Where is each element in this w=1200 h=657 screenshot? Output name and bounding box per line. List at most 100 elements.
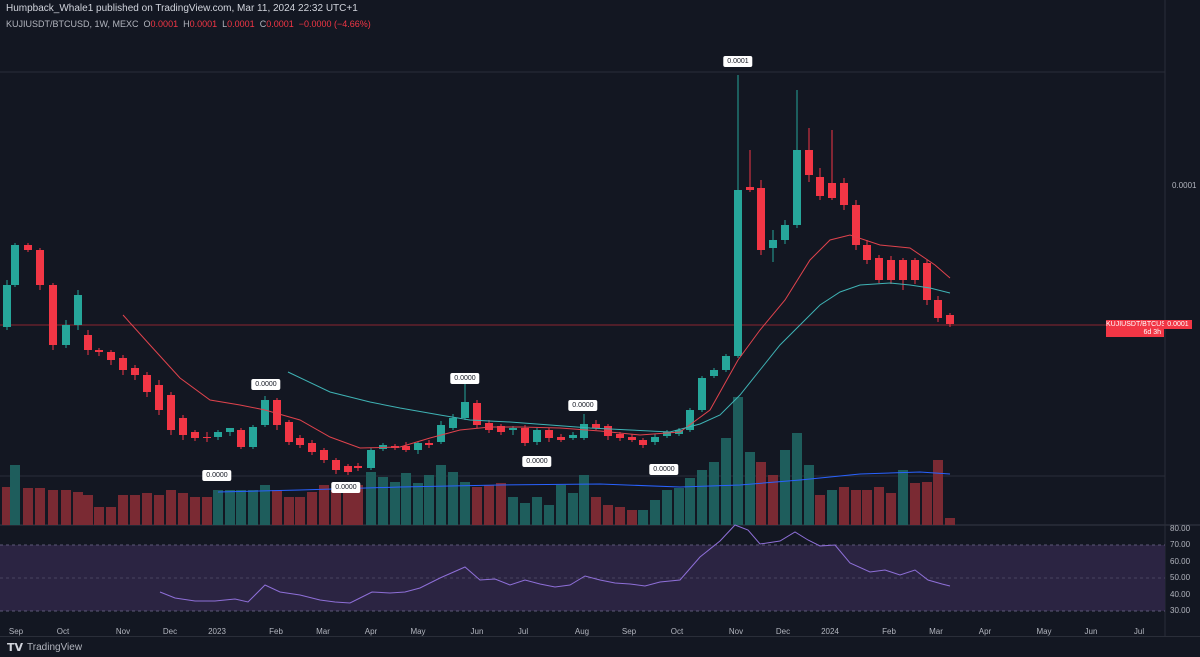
volume-bar	[851, 490, 861, 525]
rsi-axis-label: 70.00	[1170, 540, 1191, 549]
candle-body	[663, 432, 671, 436]
volume-bar	[331, 490, 341, 525]
rsi-axis-label: 60.00	[1170, 557, 1191, 566]
volume-bar	[353, 485, 363, 525]
volume-bar	[236, 490, 246, 525]
volume-bar	[343, 490, 353, 525]
volume-bar	[202, 497, 212, 525]
volume-bar	[827, 490, 837, 525]
time-axis-label: Feb	[269, 627, 283, 636]
volume-bar	[413, 483, 423, 525]
time-axis-label: Mar	[316, 627, 330, 636]
candle-body	[285, 422, 293, 442]
change-value: −0.0000 (−4.66%)	[298, 19, 371, 29]
candle-body	[698, 378, 706, 410]
price-callout: 0.0000	[202, 470, 232, 481]
candle-body	[485, 423, 493, 430]
volume-bar	[650, 500, 660, 525]
volume-bar	[579, 475, 589, 525]
volume-bar	[697, 470, 707, 525]
candle-body	[143, 375, 151, 392]
candle-body	[710, 370, 718, 376]
volume-bar	[166, 490, 176, 525]
high-label: H	[183, 19, 190, 29]
candle-body	[497, 426, 505, 432]
close-value: 0.0001	[266, 19, 294, 29]
candle-body	[509, 428, 517, 430]
volume-bar	[815, 495, 825, 525]
publish-header: Humpback_Whale1 published on TradingView…	[0, 0, 1200, 18]
price-tag-symbol: KUJIUSDT/BTCUSD	[1106, 321, 1171, 328]
volume-bar	[627, 510, 637, 525]
price-callout: 0.0000	[649, 464, 679, 475]
candle-body	[24, 245, 32, 250]
candle-body	[722, 356, 730, 370]
volume-bar	[401, 473, 411, 525]
tradingview-brand[interactable]: TV TradingView	[7, 641, 82, 654]
time-axis-label: 2023	[208, 627, 226, 636]
volume-bar	[319, 485, 329, 525]
candle-body	[11, 245, 19, 285]
low-value: 0.0001	[227, 19, 255, 29]
candle-body	[273, 400, 281, 425]
candle-body	[580, 424, 588, 438]
time-axis-label: 2024	[821, 627, 839, 636]
candle-body	[155, 385, 163, 410]
volume-bar	[460, 482, 470, 525]
volume-bar	[260, 485, 270, 525]
volume-bar	[130, 495, 140, 525]
volume-bar	[178, 493, 188, 525]
rsi-axis-label: 30.00	[1170, 606, 1191, 615]
price-chart[interactable]	[0, 0, 1200, 636]
price-callout: 0.0000	[450, 373, 480, 384]
candle-body	[757, 188, 765, 250]
time-axis-label: Apr	[364, 627, 378, 636]
candle-body	[651, 437, 659, 442]
volume-bar	[106, 507, 116, 525]
high-value: 0.0001	[189, 19, 218, 29]
candle-body	[923, 263, 931, 300]
candle-body	[734, 190, 742, 356]
candle-body	[107, 352, 115, 360]
candle-body	[203, 437, 211, 438]
volume-bar	[591, 497, 601, 525]
open-value: 0.0001	[150, 19, 179, 29]
volume-bar	[922, 482, 932, 525]
open-label: O	[143, 19, 151, 29]
candle-body	[354, 466, 362, 468]
candle-body	[344, 466, 352, 472]
time-axis-label: Aug	[574, 627, 590, 636]
volume-bar	[94, 507, 104, 525]
candle-body	[769, 240, 777, 248]
candle-body	[628, 437, 636, 440]
volume-bar	[248, 490, 258, 525]
close-label: C	[259, 19, 267, 29]
volume-bar	[118, 495, 128, 525]
price-callout: 0.0000	[568, 400, 598, 411]
volume-bar	[496, 483, 506, 525]
candle-body	[36, 250, 44, 285]
time-axis-label: May	[1036, 627, 1052, 636]
volume-bar	[284, 497, 294, 525]
volume-bar	[520, 503, 530, 525]
volume-bar	[213, 490, 223, 525]
candle-body	[746, 187, 754, 190]
symbol-info[interactable]: KUJIUSDT/BTCUSD, 1W, MEXC	[6, 19, 139, 29]
low-label: L	[222, 19, 228, 29]
candle-body	[49, 285, 57, 345]
volume-bar	[756, 462, 766, 525]
volume-bar	[366, 472, 376, 525]
volume-bar	[154, 495, 164, 525]
candle-body	[828, 183, 836, 198]
candle-body	[946, 315, 954, 324]
candle-body	[840, 183, 848, 205]
candle-body	[592, 424, 600, 428]
volume-bar	[792, 433, 802, 525]
time-axis-label: Mar	[929, 627, 943, 636]
time-axis-label: Sep	[8, 627, 24, 636]
price-callout: 0.0000	[251, 379, 281, 390]
volume-bar	[2, 487, 12, 525]
volume-bar	[910, 483, 920, 525]
candle-body	[934, 300, 942, 318]
price-callout: 0.0000	[522, 456, 552, 467]
